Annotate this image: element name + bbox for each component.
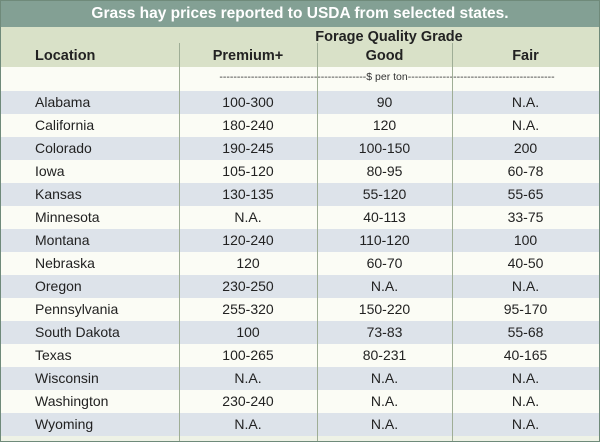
- location-header: Location: [35, 48, 96, 64]
- fair-cell: 95-170: [503, 301, 548, 317]
- table-row: California 180-240 120 N.A.: [1, 114, 599, 137]
- fair-cell: N.A.: [511, 278, 540, 294]
- column-divider: [179, 43, 180, 441]
- table-row: Wyoming N.A. N.A. N.A.: [1, 413, 599, 436]
- premium-cell: 180-240: [222, 117, 274, 133]
- premium-cell: N.A.: [234, 370, 262, 386]
- premium-header: Premium+: [212, 48, 284, 64]
- fair-cell: 100: [513, 232, 538, 248]
- premium-cell: 105-120: [222, 163, 274, 179]
- premium-cell: 100-300: [222, 94, 274, 110]
- premium-cell: 120-240: [222, 232, 274, 248]
- premium-cell: N.A.: [234, 209, 262, 225]
- table-title: Grass hay prices reported to USDA from s…: [1, 1, 599, 27]
- table-row: Wisconsin N.A. N.A. N.A.: [1, 367, 599, 390]
- location-cell: Washington: [35, 393, 109, 409]
- location-cell: South Dakota: [35, 324, 120, 340]
- table-row: Montana 120-240 110-120 100: [1, 229, 599, 252]
- location-cell: Nebraska: [35, 255, 95, 271]
- fair-cell: 40-165: [503, 347, 548, 363]
- good-cell: 120: [372, 117, 397, 133]
- location-cell: Colorado: [35, 140, 92, 156]
- location-cell: Oregon: [35, 278, 82, 294]
- fair-cell: 33-75: [507, 209, 544, 225]
- fair-cell: N.A.: [511, 416, 540, 432]
- fair-cell: 40-50: [507, 255, 544, 271]
- fair-header: Fair: [512, 48, 539, 64]
- fair-cell: 60-78: [507, 163, 544, 179]
- table-row: Kansas 130-135 55-120 55-65: [1, 183, 599, 206]
- good-cell: 80-231: [362, 347, 407, 363]
- table-row: Alabama 100-300 90 N.A.: [1, 91, 599, 114]
- location-cell: Wyoming: [35, 416, 94, 432]
- fair-cell: 55-68: [507, 324, 544, 340]
- good-header: Good: [365, 48, 404, 64]
- location-cell: California: [35, 117, 95, 133]
- fair-cell: 200: [513, 140, 538, 156]
- location-cell: Kansas: [35, 186, 82, 202]
- good-cell: N.A.: [370, 393, 399, 409]
- column-divider: [317, 43, 318, 441]
- table-row: Pennsylvania 255-320 150-220 95-170: [1, 298, 599, 321]
- location-cell: Minnesota: [35, 209, 100, 225]
- premium-cell: 190-245: [222, 140, 274, 156]
- fair-cell: N.A.: [511, 94, 540, 110]
- good-cell: 90: [376, 94, 393, 110]
- unit-label: ----------------------------------------…: [219, 71, 555, 83]
- unit-band: [1, 67, 599, 91]
- fair-cell: N.A.: [511, 393, 540, 409]
- table-row: Minnesota N.A. 40-113 33-75: [1, 206, 599, 229]
- premium-cell: N.A.: [234, 416, 262, 432]
- premium-cell: 130-135: [222, 186, 274, 202]
- good-cell: 150-220: [358, 301, 411, 317]
- good-cell: N.A.: [370, 278, 399, 294]
- table-row: South Dakota 100 73-83 55-68: [1, 321, 599, 344]
- good-cell: 80-95: [366, 163, 403, 179]
- fair-cell: N.A.: [511, 117, 540, 133]
- location-cell: Wisconsin: [35, 370, 99, 386]
- location-cell: Iowa: [35, 163, 65, 179]
- premium-cell: 230-250: [222, 278, 274, 294]
- table-row: Texas 100-265 80-231 40-165: [1, 344, 599, 367]
- location-cell: Alabama: [35, 94, 91, 110]
- premium-cell: 100: [236, 324, 260, 340]
- location-cell: Montana: [35, 232, 90, 248]
- good-cell: 73-83: [366, 324, 403, 340]
- fair-cell: N.A.: [511, 370, 540, 386]
- good-cell: 100-150: [358, 140, 411, 156]
- good-cell: 110-120: [359, 232, 410, 248]
- table-row: Iowa 105-120 80-95 60-78: [1, 160, 599, 183]
- premium-cell: 255-320: [222, 301, 274, 317]
- premium-cell: 120: [236, 255, 260, 271]
- good-cell: 60-70: [366, 255, 403, 271]
- table-row: Washington 230-240 N.A. N.A.: [1, 390, 599, 413]
- good-cell: N.A.: [370, 416, 399, 432]
- location-cell: Pennsylvania: [35, 301, 119, 317]
- table-row: Oregon 230-250 N.A. N.A.: [1, 275, 599, 298]
- good-cell: 55-120: [362, 186, 407, 202]
- good-cell: 40-113: [363, 209, 406, 225]
- fair-cell: 55-65: [507, 186, 544, 202]
- grade-group-header: Forage Quality Grade: [315, 29, 463, 45]
- premium-cell: 230-240: [222, 393, 274, 409]
- column-divider: [452, 43, 453, 441]
- table-row: Colorado 190-245 100-150 200: [1, 137, 599, 160]
- table-row: Nebraska 120 60-70 40-50: [1, 252, 599, 275]
- premium-cell: 100-265: [222, 347, 274, 363]
- good-cell: N.A.: [370, 370, 399, 386]
- location-cell: Texas: [35, 347, 72, 363]
